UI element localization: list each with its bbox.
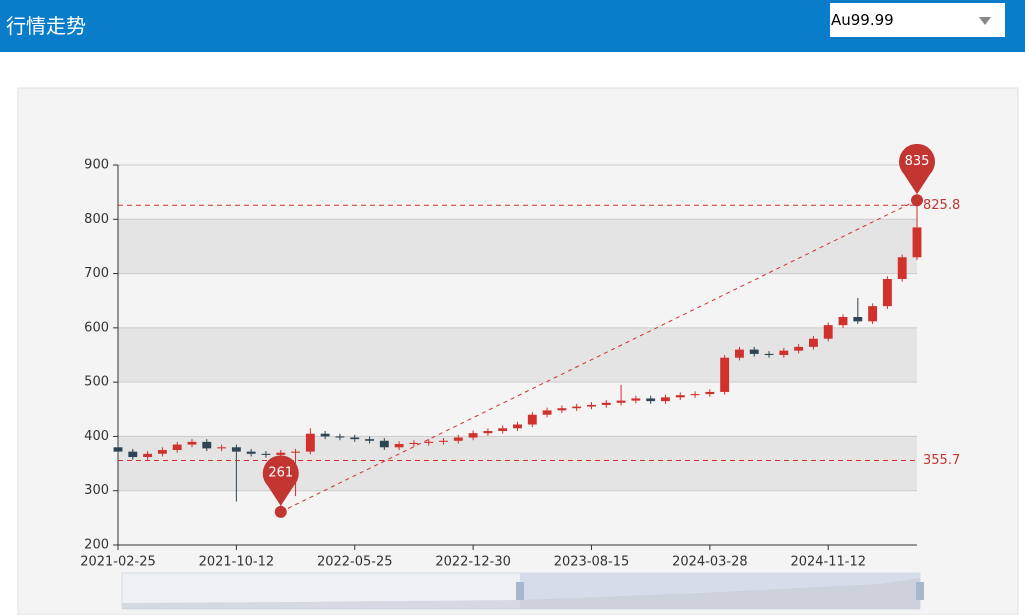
mark-point — [911, 194, 923, 207]
y-tick-label: 900 — [84, 158, 109, 173]
candle-body — [350, 437, 360, 440]
candle-body — [735, 349, 744, 358]
y-tick-label: 300 — [84, 483, 109, 498]
candle-body — [424, 441, 434, 443]
candle-body — [335, 436, 345, 438]
candle-body — [365, 439, 374, 441]
candle-body — [853, 317, 863, 322]
y-tick-label: 700 — [84, 266, 109, 281]
y-tick-label: 800 — [84, 212, 109, 227]
candle-body — [779, 350, 789, 355]
mark-line-label: 355.7 — [923, 453, 960, 468]
x-tick-label: 2022-05-25 — [317, 555, 393, 570]
candle-body — [246, 451, 256, 454]
slider-preview — [122, 578, 920, 609]
mark-line-label: 825.8 — [923, 198, 960, 213]
candle-body — [513, 424, 522, 429]
mark-point-label: 835 — [905, 154, 930, 169]
slider-handle[interactable] — [516, 582, 524, 600]
mark-point — [274, 505, 287, 518]
x-tick-label: 2024-03-28 — [672, 555, 748, 570]
candle-body — [601, 402, 611, 405]
candle-body — [468, 433, 478, 438]
candle-body — [113, 447, 123, 452]
candle-body — [261, 453, 271, 455]
x-tick-label: 2023-08-15 — [554, 555, 630, 570]
candle-body — [838, 317, 848, 326]
candle-body — [764, 353, 774, 355]
mark-pin — [262, 455, 299, 506]
candle-body — [291, 451, 300, 453]
split-area — [118, 273, 917, 328]
candle-body — [868, 306, 878, 322]
candle-body — [527, 414, 537, 425]
candle-body — [394, 444, 404, 448]
mark-pin — [899, 143, 935, 195]
candle-body — [320, 433, 330, 437]
candle-body — [305, 433, 315, 452]
candle-body — [823, 325, 833, 339]
x-tick-label: 2022-12-30 — [435, 555, 511, 570]
split-area — [118, 436, 917, 491]
candle-body — [542, 410, 552, 415]
y-tick-label: 600 — [84, 320, 109, 335]
candle-body — [675, 395, 685, 398]
candle-body — [690, 394, 700, 396]
candle-body — [231, 447, 241, 452]
candle-body — [439, 440, 448, 442]
candle-body — [379, 440, 389, 448]
candle-body — [143, 453, 153, 458]
candle-body — [557, 408, 567, 411]
mark-point-label: 261 — [268, 465, 293, 480]
y-tick-label: 500 — [84, 375, 109, 390]
candle-body — [646, 398, 656, 402]
candle-body — [572, 406, 582, 409]
candle-body — [616, 400, 626, 403]
dropdown-arrow[interactable] — [979, 17, 991, 25]
x-tick-label: 2024-11-12 — [790, 555, 866, 570]
split-area — [118, 327, 917, 383]
select-value: Au99.99 — [831, 11, 894, 29]
candle-body — [587, 404, 596, 407]
candle-body — [202, 441, 212, 449]
candle-body — [409, 442, 419, 445]
candle-body — [187, 441, 197, 445]
page-title: 行情走势 — [6, 14, 86, 38]
candle-body — [172, 444, 182, 450]
candle-body — [631, 398, 641, 401]
candle-body — [912, 227, 922, 258]
split-area — [118, 219, 917, 274]
split-area — [118, 490, 917, 545]
candle-body — [498, 428, 508, 431]
split-area — [118, 165, 917, 220]
candle-body — [705, 391, 715, 395]
candle-body — [897, 257, 907, 279]
candle-body — [157, 450, 167, 454]
y-tick-label: 200 — [84, 538, 109, 553]
product-select[interactable]: Au99.99 — [830, 3, 1005, 37]
zoom-slider[interactable] — [121, 572, 924, 610]
candle-body — [882, 279, 892, 307]
candle-body — [128, 451, 138, 458]
candle-body — [217, 447, 227, 449]
header: 行情走势 Au99.99 — [0, 0, 1025, 52]
candle-body — [720, 357, 730, 392]
x-tick-label: 2021-02-25 — [80, 555, 156, 570]
slider-handle[interactable] — [916, 582, 924, 600]
candle-body — [808, 338, 818, 347]
candle-body — [453, 437, 463, 441]
candle-body — [483, 431, 493, 434]
candle-body — [276, 452, 286, 455]
y-tick-label: 400 — [84, 429, 109, 444]
x-tick-label: 2021-10-12 — [199, 555, 275, 570]
candle-body — [749, 349, 759, 354]
candle-body — [794, 346, 804, 351]
trend-line — [280, 199, 918, 513]
candle-body — [661, 397, 670, 402]
